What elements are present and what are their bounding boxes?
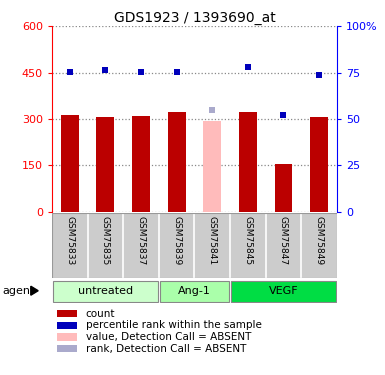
Text: GSM75849: GSM75849 (315, 216, 323, 265)
Title: GDS1923 / 1393690_at: GDS1923 / 1393690_at (114, 11, 275, 25)
Bar (239, 112, 257, 212)
Text: VEGF: VEGF (269, 286, 298, 296)
Text: GSM75833: GSM75833 (65, 216, 74, 265)
Bar (57, 322, 77, 329)
Text: Ang-1: Ang-1 (178, 286, 211, 296)
Bar (57, 333, 77, 340)
Text: GSM75847: GSM75847 (279, 216, 288, 265)
Bar (61, 116, 79, 212)
Text: rank, Detection Call = ABSENT: rank, Detection Call = ABSENT (85, 344, 246, 354)
Bar (203, 121, 221, 212)
Bar (159, 280, 229, 302)
Bar (231, 280, 336, 302)
Text: untreated: untreated (78, 286, 133, 296)
Text: value, Detection Call = ABSENT: value, Detection Call = ABSENT (85, 332, 251, 342)
Bar (275, 164, 292, 212)
Text: agent: agent (2, 286, 34, 296)
Bar (168, 112, 186, 212)
Bar (310, 117, 328, 212)
Bar (97, 117, 114, 212)
Bar (57, 310, 77, 317)
Bar (132, 116, 150, 212)
Bar (57, 345, 77, 352)
Text: count: count (85, 309, 115, 319)
Bar (53, 280, 158, 302)
Text: GSM75839: GSM75839 (172, 216, 181, 265)
Text: GSM75841: GSM75841 (208, 216, 217, 265)
Text: GSM75837: GSM75837 (137, 216, 146, 265)
Text: GSM75835: GSM75835 (101, 216, 110, 265)
Text: GSM75845: GSM75845 (243, 216, 252, 265)
Text: percentile rank within the sample: percentile rank within the sample (85, 320, 261, 330)
